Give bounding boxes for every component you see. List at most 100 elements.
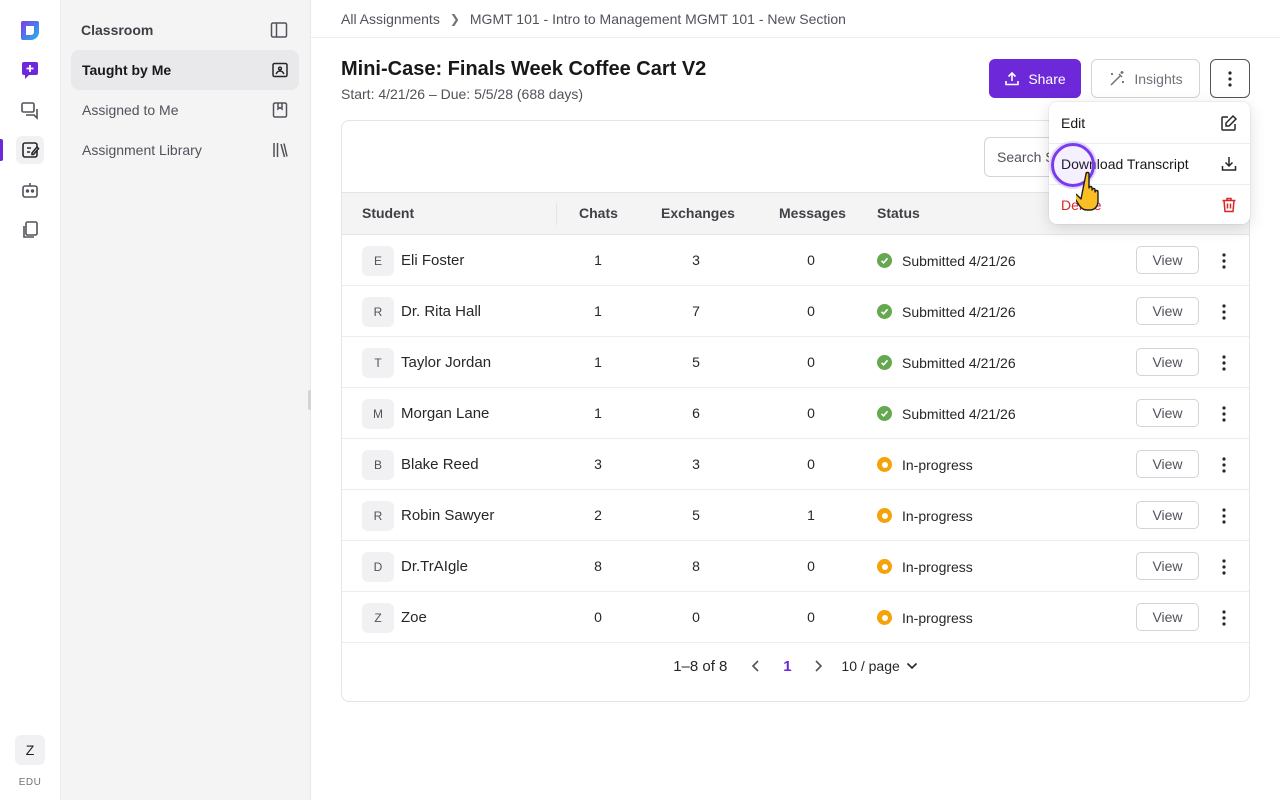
sidebar: Classroom Taught by Me Assigned to Me As…	[61, 0, 311, 800]
exchanges-count: 3	[692, 252, 700, 268]
status-text: Submitted 4/21/26	[902, 354, 1016, 371]
menu-item-label: Edit	[1061, 115, 1086, 131]
column-divider	[556, 203, 557, 225]
messages-count: 0	[807, 405, 815, 421]
current-page[interactable]: 1	[783, 657, 792, 675]
magic-wand-icon	[1110, 70, 1125, 86]
student-name: Robin Sawyer	[401, 507, 495, 524]
column-header-student[interactable]: Student	[362, 205, 415, 221]
share-button[interactable]: Share	[989, 59, 1081, 98]
messages-count: 0	[807, 354, 815, 370]
sidebar-item-assignment-library[interactable]: Assignment Library	[71, 130, 299, 170]
view-button[interactable]: View	[1136, 348, 1199, 376]
row-more-button[interactable]	[1217, 608, 1231, 628]
kebab-icon	[1222, 304, 1226, 320]
view-button[interactable]: View	[1136, 297, 1199, 325]
edu-label: EDU	[18, 777, 42, 788]
student-name: Blake Reed	[401, 456, 479, 473]
messages-count: 0	[807, 609, 815, 625]
chats-count: 3	[594, 456, 602, 472]
sidebar-toggle-icon[interactable]	[270, 21, 288, 39]
logo-icon[interactable]	[19, 19, 41, 41]
bookmark-icon	[272, 102, 288, 118]
assignments-icon[interactable]	[16, 136, 44, 164]
classroom-icon	[272, 62, 288, 78]
table-row: D Dr.TrAIgle 8 8 0 In-progress View	[342, 541, 1249, 592]
chats-count: 0	[594, 609, 602, 625]
sidebar-item-assigned-to-me[interactable]: Assigned to Me	[71, 90, 299, 130]
share-label: Share	[1028, 70, 1066, 87]
new-chat-icon[interactable]	[19, 59, 41, 81]
view-button[interactable]: View	[1136, 501, 1199, 529]
sidebar-resize-handle[interactable]	[308, 390, 311, 410]
edit-icon	[1221, 114, 1238, 131]
view-button[interactable]: View	[1136, 399, 1199, 427]
sidebar-item-taught-by-me[interactable]: Taught by Me	[71, 50, 299, 90]
status-text: Submitted 4/21/26	[902, 252, 1016, 269]
avatar[interactable]: Z	[15, 735, 45, 765]
pagination: 1–8 of 8 1 10 / page	[342, 651, 1249, 681]
status-text: In-progress	[902, 507, 973, 524]
kebab-icon	[1222, 406, 1226, 422]
student-initial: Z	[362, 603, 394, 633]
column-header-messages[interactable]: Messages	[779, 205, 846, 221]
menu-item-edit[interactable]: Edit	[1049, 103, 1250, 143]
check-circle-icon	[877, 406, 892, 421]
column-header-status[interactable]: Status	[877, 205, 920, 221]
row-more-button[interactable]	[1217, 302, 1231, 322]
icon-rail: Z EDU	[0, 0, 61, 800]
row-more-button[interactable]	[1217, 404, 1231, 424]
check-circle-icon	[877, 355, 892, 370]
menu-divider	[1049, 184, 1250, 185]
kebab-icon	[1222, 355, 1226, 371]
view-button[interactable]: View	[1136, 603, 1199, 631]
student-name: Morgan Lane	[401, 405, 490, 422]
table-row: Z Zoe 0 0 0 In-progress View	[342, 592, 1249, 643]
trash-icon	[1222, 197, 1236, 213]
kebab-icon	[1228, 70, 1232, 87]
insights-button[interactable]: Insights	[1091, 59, 1200, 98]
page-size-select[interactable]: 10 / page	[841, 658, 917, 674]
more-options-button[interactable]	[1210, 59, 1250, 98]
column-header-chats[interactable]: Chats	[579, 205, 618, 221]
view-button[interactable]: View	[1136, 552, 1199, 580]
kebab-icon	[1222, 457, 1226, 473]
status-badge: Submitted 4/21/26	[877, 286, 1016, 337]
row-more-button[interactable]	[1217, 353, 1231, 373]
chats-count: 8	[594, 558, 602, 574]
chevron-right-icon	[815, 660, 823, 672]
exchanges-count: 8	[692, 558, 700, 574]
prev-page-button[interactable]	[741, 651, 771, 681]
student-name: Zoe	[401, 609, 427, 626]
page-title: Mini-Case: Finals Week Coffee Cart V2	[341, 58, 707, 80]
row-more-button[interactable]	[1217, 557, 1231, 577]
row-more-button[interactable]	[1217, 251, 1231, 271]
student-initial: D	[362, 552, 394, 582]
status-badge: Submitted 4/21/26	[877, 235, 1016, 286]
table-row: E Eli Foster 1 3 0 Submitted 4/21/26 View	[342, 235, 1249, 286]
row-more-button[interactable]	[1217, 506, 1231, 526]
progress-circle-icon	[877, 457, 892, 472]
check-circle-icon	[877, 304, 892, 319]
sidebar-item-label: Assignment Library	[82, 142, 202, 158]
row-more-button[interactable]	[1217, 455, 1231, 475]
exchanges-count: 7	[692, 303, 700, 319]
column-header-exchanges[interactable]: Exchanges	[661, 205, 735, 221]
documents-icon[interactable]	[19, 219, 41, 241]
exchanges-count: 5	[692, 354, 700, 370]
chats-count: 1	[594, 405, 602, 421]
status-badge: Submitted 4/21/26	[877, 337, 1016, 388]
student-name: Taylor Jordan	[401, 354, 492, 371]
breadcrumb-root[interactable]: All Assignments	[341, 10, 440, 27]
student-initial: R	[362, 297, 394, 327]
check-circle-icon	[877, 253, 892, 268]
view-button[interactable]: View	[1136, 246, 1199, 274]
breadcrumb-current: MGMT 101 - Intro to Management MGMT 101 …	[469, 10, 846, 27]
next-page-button[interactable]	[803, 651, 833, 681]
sidebar-title: Classroom	[81, 22, 154, 38]
sidebar-item-label: Taught by Me	[82, 62, 172, 78]
table-row: B Blake Reed 3 3 0 In-progress View	[342, 439, 1249, 490]
bot-icon[interactable]	[19, 179, 41, 201]
view-button[interactable]: View	[1136, 450, 1199, 478]
chats-icon[interactable]	[19, 99, 41, 121]
